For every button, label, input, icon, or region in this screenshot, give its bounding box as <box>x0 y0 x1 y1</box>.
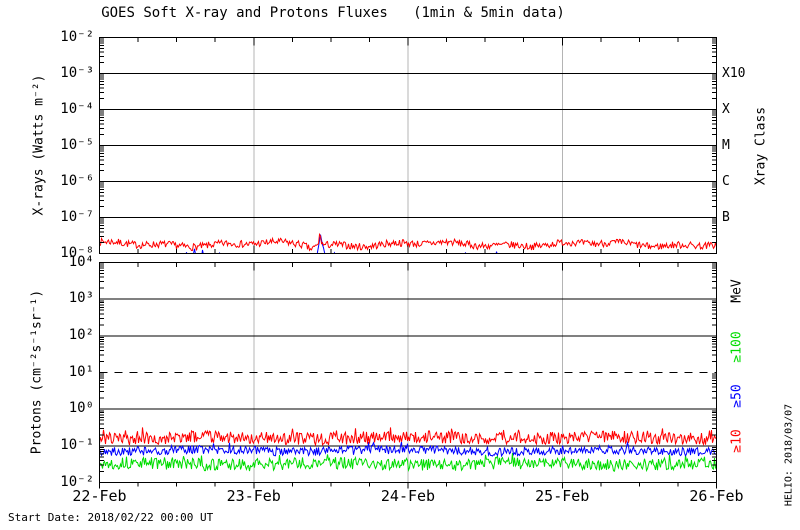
xray-y-tick-label: 10⁻⁷ <box>60 208 94 225</box>
x-tick-label: 23-Feb <box>226 487 281 505</box>
xray-y-tick-label: 10⁻⁶ <box>60 172 94 189</box>
proton-y-tick-label: 10¹ <box>68 363 94 380</box>
x-tick-label: 24-Feb <box>380 487 436 505</box>
xray-class-label: C <box>722 173 730 189</box>
xray-short-trace <box>185 234 498 253</box>
xray-class-label: M <box>722 137 730 153</box>
proton-ge100-trace <box>100 453 716 473</box>
axis-ticks <box>99 37 717 489</box>
proton-energy-label: ≥10 <box>729 429 745 453</box>
xray-y-tick-label: 10⁻⁸ <box>60 244 94 261</box>
proton-y-tick-label: 10² <box>68 326 94 343</box>
proton-y-tick-label: 10⁴ <box>68 253 94 270</box>
xray-class-label: B <box>722 209 730 225</box>
proton-ge10-trace <box>100 427 716 447</box>
proton-y-axis-title: Protons (cm⁻²s⁻¹sr⁻¹) <box>29 289 45 455</box>
xray-class-label: X10 <box>722 65 746 81</box>
xray-class-label: X <box>722 101 730 117</box>
xray-y-axis-title: X-rays (Watts m⁻²) <box>31 74 47 216</box>
mev-axis-title: MeV <box>729 279 745 303</box>
chart-title: GOES Soft X-ray and Protons Fluxes (1min… <box>101 5 565 21</box>
proton-y-tick-label: 10⁻² <box>60 473 94 490</box>
xray-traces <box>100 232 716 253</box>
xray-long-trace <box>100 232 716 252</box>
day-gridlines <box>253 37 563 483</box>
proton-y-tick-label: 10⁻¹ <box>60 436 94 453</box>
proton-energy-label: ≥50 <box>729 384 745 408</box>
proton-energy-label: ≥100 <box>729 331 745 363</box>
helio-watermark: HELIO: 2018/03/07 <box>783 403 795 507</box>
proton-y-tick-label: 10⁰ <box>68 400 94 417</box>
proton-traces <box>100 427 716 473</box>
start-date-label: Start Date: 2018/02/22 00:00 UT <box>8 511 214 524</box>
xray-y-tick-label: 10⁻² <box>60 28 94 45</box>
x-tick-label: 25-Feb <box>535 487 590 505</box>
xray-y-tick-label: 10⁻⁵ <box>60 136 94 153</box>
proton-ge50-trace <box>100 440 716 458</box>
proton-y-tick-label: 10³ <box>68 290 94 307</box>
xray-y-tick-label: 10⁻³ <box>60 64 94 81</box>
x-tick-label: 22-Feb <box>72 487 127 505</box>
axes-frame <box>99 37 717 483</box>
xray-class-axis-title: Xray Class <box>753 106 769 186</box>
x-tick-label: 26-Feb <box>689 487 744 505</box>
xray-y-tick-label: 10⁻⁴ <box>60 100 94 117</box>
